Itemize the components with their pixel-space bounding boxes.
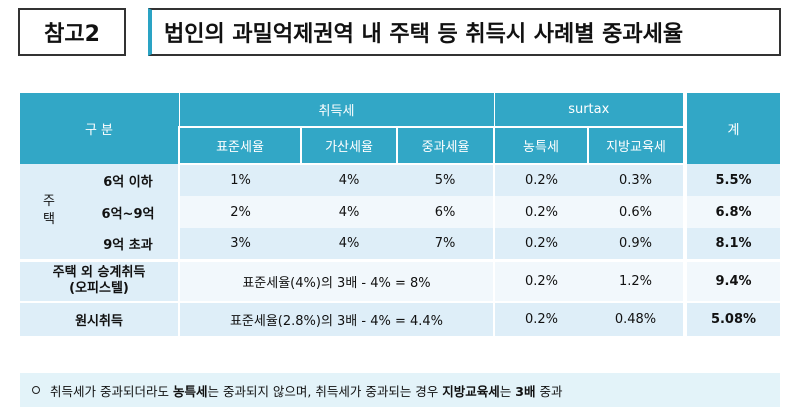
title-row: 참고2 법인의 과밀억제권역 내 주택 등 취득시 사례별 중과세율 xyxy=(18,8,782,58)
non-housing-formula: 표준세율(4%)의 3배 - 4% = 8% xyxy=(178,258,494,302)
header-standard-rate: 표준세율 xyxy=(178,126,302,165)
footnote-bold: 지방교육세 xyxy=(442,383,500,399)
footnote-part: 중과 xyxy=(535,383,563,399)
cell-heavy: 7% xyxy=(397,228,494,260)
cell-standard: 2% xyxy=(178,196,301,228)
non-housing-label-line1: 주택 외 승계취득 xyxy=(52,265,146,281)
header-heavy-rate: 중과세율 xyxy=(396,126,495,165)
housing-label-top: 주 xyxy=(43,194,55,210)
table-row: 9억 초과 3% 4% 7% 0.2% 0.9% 8.1% xyxy=(20,228,780,260)
cell-education: 0.9% xyxy=(588,228,685,260)
header-category: 구 분 xyxy=(20,93,179,164)
reference-badge: 참고2 xyxy=(18,8,126,56)
cell-education: 0.48% xyxy=(588,301,685,336)
table-row: 원시취득 표준세율(2.8%)의 3배 - 4% = 4.4% 0.2% 0.4… xyxy=(20,301,780,336)
page-title: 법인의 과밀억제권역 내 주택 등 취득시 사례별 중과세율 xyxy=(148,8,781,56)
cell-additional: 4% xyxy=(301,228,397,260)
cell-total: 9.4% xyxy=(683,258,780,302)
cell-standard: 1% xyxy=(178,164,301,196)
housing-label: 주 택 xyxy=(20,164,78,260)
cell-rural: 0.2% xyxy=(493,228,588,260)
cell-rural: 0.2% xyxy=(493,258,588,302)
footnote-part: 는 xyxy=(499,383,516,399)
footnote: 취득세가 중과되더라도 농특세는 중과되지 않으며, 취득세가 중과되는 경우 … xyxy=(20,373,780,407)
cell-total: 5.08% xyxy=(683,301,780,336)
cell-total: 5.5% xyxy=(683,164,780,196)
tax-rate-table: 구 분 취득세 surtax 계 표준세율 가산세율 중과세율 농특세 지방교육… xyxy=(20,93,780,336)
table-row: 6억~9억 2% 4% 6% 0.2% 0.6% 6.8% xyxy=(20,196,780,228)
footnote-part: 는 중과되지 않으며, 취득세가 중과되는 경우 xyxy=(207,383,443,399)
row-label: 9억 초과 xyxy=(78,228,179,260)
row-label: 6억~9억 xyxy=(78,196,179,228)
footnote-part: 취득세가 중과되더라도 xyxy=(50,383,173,399)
bullet-circle-icon xyxy=(32,386,40,394)
cell-rural: 0.2% xyxy=(493,164,588,196)
cell-rural: 0.2% xyxy=(493,196,588,228)
header-education-tax: 지방교육세 xyxy=(587,126,686,165)
cell-heavy: 6% xyxy=(397,196,494,228)
header-rural-tax: 농특세 xyxy=(493,126,589,165)
table-row: 주 택 6억 이하 1% 4% 5% 0.2% 0.3% 5.5% xyxy=(20,164,780,260)
cell-heavy: 5% xyxy=(397,164,494,196)
original-formula: 표준세율(2.8%)의 3배 - 4% = 4.4% xyxy=(178,301,494,336)
non-housing-label: 주택 외 승계취득 (오피스텔) xyxy=(20,258,179,302)
table-row: 주택 외 승계취득 (오피스텔) 표준세율(4%)의 3배 - 4% = 8% … xyxy=(20,258,780,302)
header-acquisition-tax: 취득세 xyxy=(178,93,494,127)
housing-label-bottom: 택 xyxy=(43,212,55,228)
footnote-bold: 3배 xyxy=(515,383,536,399)
cell-rural: 0.2% xyxy=(493,301,588,336)
non-housing-label-line2: (오피스텔) xyxy=(69,281,129,297)
row-label: 6억 이하 xyxy=(78,164,179,196)
cell-total: 8.1% xyxy=(683,228,780,260)
original-label: 원시취득 xyxy=(20,301,179,336)
footnote-text: 취득세가 중과되더라도 농특세는 중과되지 않으며, 취득세가 중과되는 경우 … xyxy=(50,381,562,400)
header-surtax: surtax xyxy=(493,93,685,127)
cell-standard: 3% xyxy=(178,228,301,260)
header-additional-rate: 가산세율 xyxy=(300,126,398,165)
footnote-bold: 농특세 xyxy=(172,383,208,399)
cell-total: 6.8% xyxy=(683,196,780,228)
cell-education: 0.3% xyxy=(588,164,685,196)
header-total: 계 xyxy=(683,93,780,164)
cell-education: 1.2% xyxy=(588,258,685,302)
cell-additional: 4% xyxy=(301,196,397,228)
cell-education: 0.6% xyxy=(588,196,685,228)
cell-additional: 4% xyxy=(301,164,397,196)
